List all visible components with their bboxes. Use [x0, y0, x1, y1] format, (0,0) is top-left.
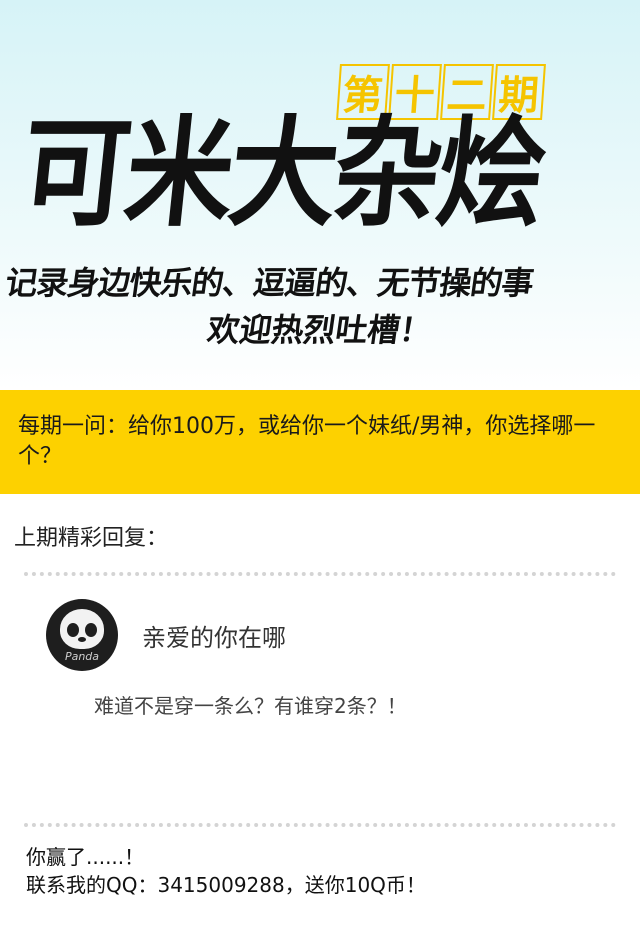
divider [24, 823, 616, 827]
subtitle-line-2: 欢迎热烈吐槽！ [205, 311, 435, 349]
subtitle-line-1: 记录身边快乐的、逗逼的、无节操的事 [3, 264, 536, 302]
contact-line: 联系我的QQ：3415009288，送你10Q币！ [26, 873, 426, 897]
comment-text: 难道不是穿一条么？有谁穿2条？！ [94, 694, 407, 718]
winner-notice: 你赢了......！ 联系我的QQ：3415009288，送你10Q币！ [26, 843, 426, 899]
panda-eye [85, 623, 97, 637]
weekly-question: 每期一问：给你100万，或给你一个妹纸/男神，你选择哪一个？ [0, 390, 640, 494]
winner-line: 你赢了......！ [26, 845, 145, 869]
divider [24, 572, 616, 576]
header-banner: 第 十 二 期 可米大杂烩 记录身边快乐的、逗逼的、无节操的事 欢迎热烈吐槽！ [0, 0, 640, 390]
previous-replies-label: 上期精彩回复： [14, 526, 169, 551]
avatar-label: Panda [64, 650, 100, 663]
panda-nose [78, 637, 86, 642]
panda-face [60, 609, 104, 649]
panda-eye [67, 623, 79, 637]
comment-username: 亲爱的你在哪 [142, 624, 286, 652]
page-title: 可米大杂烩 [14, 104, 550, 244]
panda-avatar-icon: Panda [46, 599, 118, 671]
